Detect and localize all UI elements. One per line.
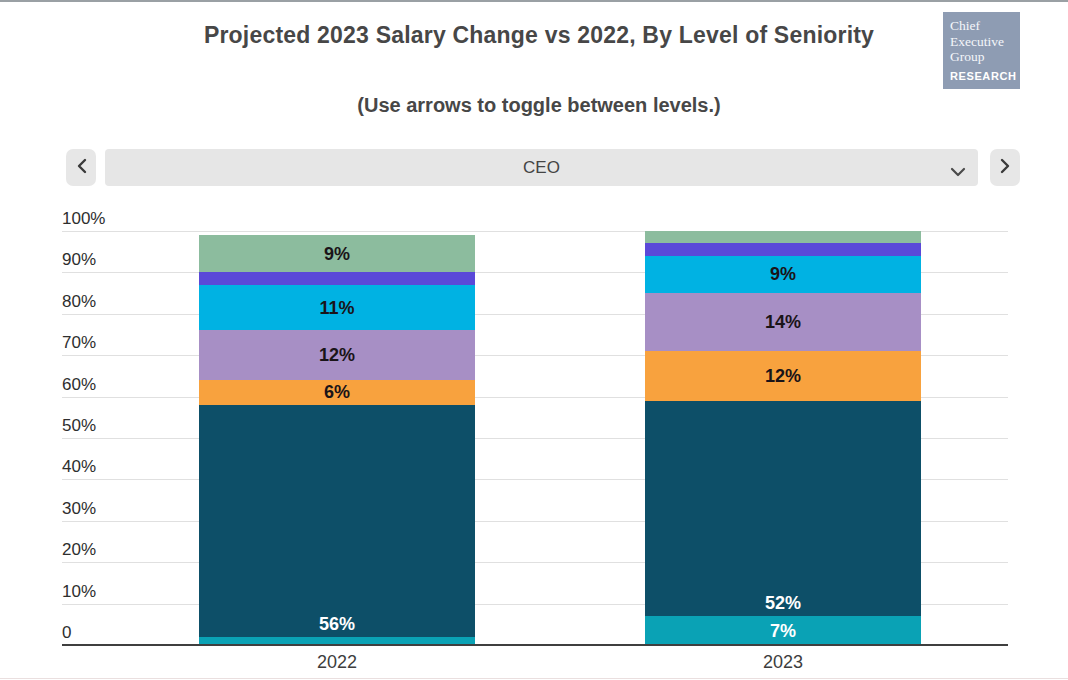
- level-select[interactable]: CEO: [105, 149, 978, 186]
- bar-segment-value-label: 7%: [645, 620, 921, 641]
- bar-segment-value-label: 12%: [199, 345, 475, 366]
- logo-research-tagline: RESEARCH: [950, 70, 1013, 82]
- next-level-button[interactable]: [990, 149, 1020, 186]
- chief-executive-group-logo: Chief Executive Group RESEARCH: [943, 12, 1020, 89]
- y-axis-tick-label: 10%: [62, 582, 96, 602]
- bar-segment-value-label: 9%: [199, 243, 475, 264]
- bar-segment-value-label: 12%: [645, 365, 921, 386]
- y-axis-tick-label: 40%: [62, 457, 96, 477]
- y-axis-tick-label: 100%: [62, 209, 105, 229]
- bar-segment-value-label: 14%: [645, 312, 921, 333]
- bar-segment-orange-2022: 6%: [199, 380, 475, 405]
- bar-segment-light-purple-2022: 12%: [199, 330, 475, 380]
- page-title: Projected 2023 Salary Change vs 2022, By…: [184, 16, 894, 55]
- logo-line: Group: [950, 49, 1013, 65]
- bar-segment-indigo-2023: [645, 243, 921, 255]
- bar-segment-light-purple-2023: 14%: [645, 293, 921, 351]
- level-select-value: CEO: [523, 158, 560, 178]
- y-axis-tick-label: 90%: [62, 250, 96, 270]
- prev-level-button[interactable]: [66, 149, 96, 186]
- chevron-left-icon: [76, 158, 87, 177]
- bar-segment-value-label: 9%: [645, 264, 921, 285]
- y-axis-tick-label: 0: [62, 623, 71, 643]
- logo-line: Chief: [950, 18, 1013, 34]
- x-axis-line: [62, 644, 1008, 646]
- chevron-down-icon: [950, 163, 966, 181]
- bar-segment-value-label: 52%: [645, 593, 921, 614]
- bar-segment-dark-teal-2022: 56%: [199, 405, 475, 637]
- x-axis-category-label: 2022: [317, 652, 357, 673]
- x-axis-category-label: 2023: [763, 652, 803, 673]
- bar-segment-indigo-2022: [199, 272, 475, 284]
- bar-segment-orange-2023: 12%: [645, 351, 921, 401]
- bar-segment-cyan-2023: 9%: [645, 256, 921, 293]
- bar-segment-value-label: 6%: [199, 382, 475, 403]
- salary-chart-widget: Projected 2023 Salary Change vs 2022, By…: [0, 0, 1068, 680]
- bar-segment-value-label: 56%: [199, 614, 475, 635]
- y-axis-tick-label: 30%: [62, 499, 96, 519]
- y-axis-tick-label: 20%: [62, 540, 96, 560]
- bar-segment-cyan-2022: 11%: [199, 285, 475, 331]
- logo-line: Executive: [950, 34, 1013, 50]
- bar-segment-green-2022: 9%: [199, 235, 475, 272]
- y-axis-tick-label: 50%: [62, 416, 96, 436]
- y-axis-tick-label: 60%: [62, 375, 96, 395]
- bar-segment-teal-2023: 7%: [645, 616, 921, 645]
- bar-segment-green-2023: [645, 231, 921, 243]
- chevron-right-icon: [1000, 158, 1011, 177]
- page-subtitle: (Use arrows to toggle between levels.): [184, 94, 894, 117]
- y-axis-tick-label: 80%: [62, 292, 96, 312]
- bottom-divider: [0, 678, 1068, 679]
- y-axis-tick-label: 70%: [62, 333, 96, 353]
- bar-segment-dark-teal-2023: 52%: [645, 401, 921, 616]
- bar-segment-value-label: 11%: [199, 297, 475, 318]
